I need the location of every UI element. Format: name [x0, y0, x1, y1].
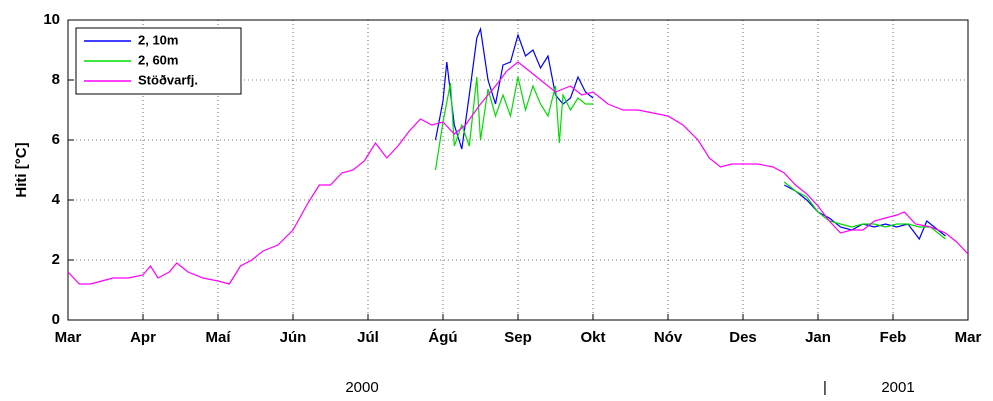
y-axis-label: Hiti [°C] [13, 142, 30, 197]
y-tick-label: 2 [52, 251, 60, 268]
year-separator: | [823, 379, 827, 396]
x-tick-label: Jún [280, 329, 307, 346]
plot-frame [67, 19, 969, 321]
series-line [434, 76, 946, 240]
x-tick-label: Mar [55, 329, 82, 346]
year-label: 2000 [345, 379, 378, 396]
x-tick-label: Feb [880, 329, 907, 346]
x-tick-label: Okt [580, 329, 605, 346]
legend-label: 2, 60m [138, 52, 178, 67]
x-tick-label: Maí [205, 329, 231, 346]
x-tick-label: Apr [130, 329, 156, 346]
x-tick-label: Júl [357, 329, 379, 346]
x-tick-label: Ágú [428, 329, 457, 346]
y-tick-label: 8 [52, 71, 60, 88]
x-tick-label: Des [729, 329, 757, 346]
x-tick-label: Nóv [654, 329, 683, 346]
series-line [434, 26, 946, 241]
x-tick-label: Mar [955, 329, 982, 346]
y-tick-label: 6 [52, 131, 60, 148]
y-tick-label: 10 [43, 11, 60, 28]
legend-label: 2, 10m [138, 32, 178, 47]
y-tick-label: 4 [52, 191, 61, 208]
legend-label: Stöðvarfj. [138, 72, 198, 87]
y-tick-label: 0 [52, 311, 60, 328]
year-label: 2001 [881, 379, 914, 396]
x-tick-label: Jan [805, 329, 831, 346]
x-tick-label: Sep [504, 329, 532, 346]
series-line [67, 61, 969, 285]
